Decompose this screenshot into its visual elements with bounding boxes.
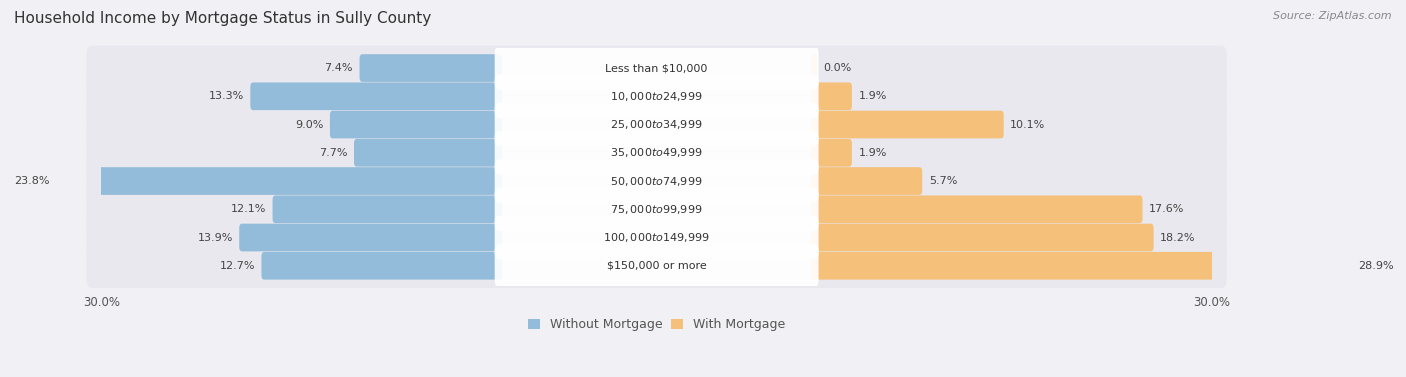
FancyBboxPatch shape <box>811 252 1351 280</box>
Text: 12.7%: 12.7% <box>219 261 254 271</box>
Text: 28.9%: 28.9% <box>1358 261 1393 271</box>
Text: 23.8%: 23.8% <box>14 176 49 186</box>
Text: 7.7%: 7.7% <box>319 148 347 158</box>
Text: $10,000 to $24,999: $10,000 to $24,999 <box>610 90 703 103</box>
FancyBboxPatch shape <box>495 75 818 118</box>
FancyBboxPatch shape <box>354 139 502 167</box>
Text: 1.9%: 1.9% <box>859 91 887 101</box>
FancyBboxPatch shape <box>87 244 1226 288</box>
Text: 13.3%: 13.3% <box>208 91 243 101</box>
Text: 1.9%: 1.9% <box>859 148 887 158</box>
Text: Less than $10,000: Less than $10,000 <box>606 63 707 73</box>
FancyBboxPatch shape <box>56 167 502 195</box>
FancyBboxPatch shape <box>495 131 818 175</box>
FancyBboxPatch shape <box>239 224 502 251</box>
FancyBboxPatch shape <box>273 195 502 223</box>
Text: 18.2%: 18.2% <box>1160 233 1195 242</box>
FancyBboxPatch shape <box>811 83 852 110</box>
Text: 7.4%: 7.4% <box>325 63 353 73</box>
FancyBboxPatch shape <box>87 74 1226 119</box>
FancyBboxPatch shape <box>87 130 1226 175</box>
Text: 0.0%: 0.0% <box>823 63 852 73</box>
FancyBboxPatch shape <box>811 224 1153 251</box>
Text: 12.1%: 12.1% <box>231 204 266 214</box>
FancyBboxPatch shape <box>495 244 818 288</box>
Text: $75,000 to $99,999: $75,000 to $99,999 <box>610 203 703 216</box>
Text: 10.1%: 10.1% <box>1010 120 1046 130</box>
Text: $25,000 to $34,999: $25,000 to $34,999 <box>610 118 703 131</box>
FancyBboxPatch shape <box>87 46 1226 90</box>
FancyBboxPatch shape <box>360 54 502 82</box>
FancyBboxPatch shape <box>811 167 922 195</box>
Text: $150,000 or more: $150,000 or more <box>607 261 706 271</box>
Text: $50,000 to $74,999: $50,000 to $74,999 <box>610 175 703 187</box>
Text: 5.7%: 5.7% <box>929 176 957 186</box>
FancyBboxPatch shape <box>811 139 852 167</box>
Text: Household Income by Mortgage Status in Sully County: Household Income by Mortgage Status in S… <box>14 11 432 26</box>
FancyBboxPatch shape <box>811 195 1143 223</box>
FancyBboxPatch shape <box>330 111 502 138</box>
Legend: Without Mortgage, With Mortgage: Without Mortgage, With Mortgage <box>527 319 786 331</box>
FancyBboxPatch shape <box>811 54 817 82</box>
Text: Source: ZipAtlas.com: Source: ZipAtlas.com <box>1274 11 1392 21</box>
FancyBboxPatch shape <box>262 252 502 280</box>
FancyBboxPatch shape <box>495 103 818 146</box>
Text: $35,000 to $49,999: $35,000 to $49,999 <box>610 146 703 159</box>
FancyBboxPatch shape <box>87 187 1226 231</box>
FancyBboxPatch shape <box>87 215 1226 260</box>
FancyBboxPatch shape <box>495 159 818 203</box>
FancyBboxPatch shape <box>495 216 818 259</box>
Text: 9.0%: 9.0% <box>295 120 323 130</box>
FancyBboxPatch shape <box>87 102 1226 147</box>
Text: $100,000 to $149,999: $100,000 to $149,999 <box>603 231 710 244</box>
FancyBboxPatch shape <box>495 46 818 90</box>
FancyBboxPatch shape <box>811 111 1004 138</box>
FancyBboxPatch shape <box>87 159 1226 203</box>
Text: 13.9%: 13.9% <box>197 233 233 242</box>
Text: 17.6%: 17.6% <box>1149 204 1184 214</box>
FancyBboxPatch shape <box>250 83 502 110</box>
FancyBboxPatch shape <box>495 187 818 231</box>
